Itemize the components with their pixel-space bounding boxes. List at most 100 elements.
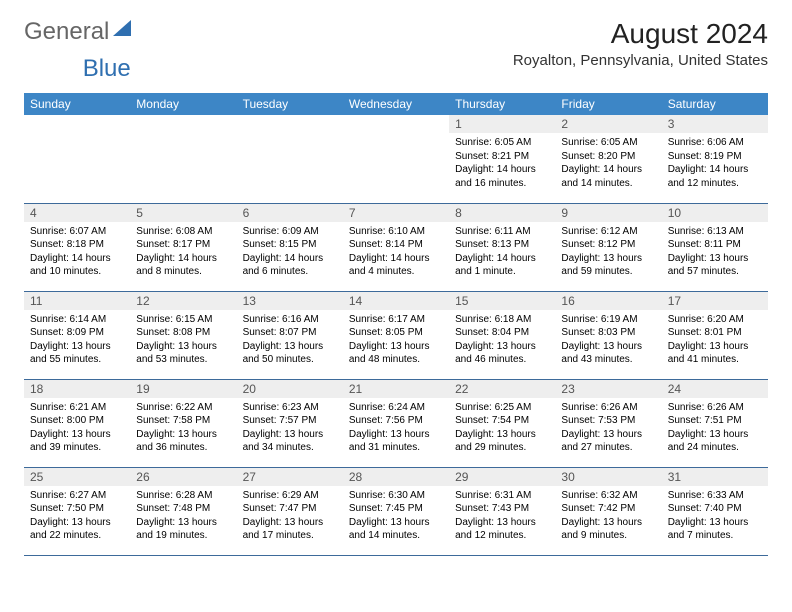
day-info: Sunrise: 6:07 AMSunset: 8:18 PMDaylight:… [24, 222, 130, 283]
day-info: Sunrise: 6:28 AMSunset: 7:48 PMDaylight:… [130, 486, 236, 547]
sunrise-line: Sunrise: 6:26 AM [561, 401, 655, 415]
sunset-line: Sunset: 8:08 PM [136, 326, 230, 340]
sunset-line: Sunset: 8:01 PM [668, 326, 762, 340]
sunrise-line: Sunrise: 6:28 AM [136, 489, 230, 503]
day-info: Sunrise: 6:32 AMSunset: 7:42 PMDaylight:… [555, 486, 661, 547]
daylight-line: Daylight: 13 hours and 46 minutes. [455, 340, 549, 367]
sunset-line: Sunset: 8:15 PM [243, 238, 337, 252]
day-cell: 6Sunrise: 6:09 AMSunset: 8:15 PMDaylight… [237, 203, 343, 291]
day-cell: 28Sunrise: 6:30 AMSunset: 7:45 PMDayligh… [343, 467, 449, 555]
day-cell: 31Sunrise: 6:33 AMSunset: 7:40 PMDayligh… [662, 467, 768, 555]
day-number: 24 [662, 380, 768, 398]
daylight-line: Daylight: 13 hours and 31 minutes. [349, 428, 443, 455]
daylight-line: Daylight: 13 hours and 22 minutes. [30, 516, 124, 543]
daylight-line: Daylight: 14 hours and 16 minutes. [455, 163, 549, 190]
day-cell: 15Sunrise: 6:18 AMSunset: 8:04 PMDayligh… [449, 291, 555, 379]
sunrise-line: Sunrise: 6:26 AM [668, 401, 762, 415]
sunset-line: Sunset: 7:40 PM [668, 502, 762, 516]
daylight-line: Daylight: 13 hours and 17 minutes. [243, 516, 337, 543]
daylight-line: Daylight: 13 hours and 14 minutes. [349, 516, 443, 543]
day-info: Sunrise: 6:24 AMSunset: 7:56 PMDaylight:… [343, 398, 449, 459]
title-block: August 2024 Royalton, Pennsylvania, Unit… [513, 18, 768, 69]
daylight-line: Daylight: 13 hours and 9 minutes. [561, 516, 655, 543]
day-info: Sunrise: 6:14 AMSunset: 8:09 PMDaylight:… [24, 310, 130, 371]
sunset-line: Sunset: 8:00 PM [30, 414, 124, 428]
day-cell: 14Sunrise: 6:17 AMSunset: 8:05 PMDayligh… [343, 291, 449, 379]
day-info: Sunrise: 6:05 AMSunset: 8:21 PMDaylight:… [449, 133, 555, 194]
column-header: Thursday [449, 93, 555, 115]
column-header: Saturday [662, 93, 768, 115]
sunset-line: Sunset: 8:17 PM [136, 238, 230, 252]
day-info: Sunrise: 6:30 AMSunset: 7:45 PMDaylight:… [343, 486, 449, 547]
sunset-line: Sunset: 7:56 PM [349, 414, 443, 428]
daylight-line: Daylight: 14 hours and 12 minutes. [668, 163, 762, 190]
day-info: Sunrise: 6:06 AMSunset: 8:19 PMDaylight:… [662, 133, 768, 194]
day-number: 23 [555, 380, 661, 398]
day-cell: 24Sunrise: 6:26 AMSunset: 7:51 PMDayligh… [662, 379, 768, 467]
column-header: Wednesday [343, 93, 449, 115]
day-cell: 17Sunrise: 6:20 AMSunset: 8:01 PMDayligh… [662, 291, 768, 379]
sunrise-line: Sunrise: 6:21 AM [30, 401, 124, 415]
day-number: 27 [237, 468, 343, 486]
day-number: 14 [343, 292, 449, 310]
column-header: Tuesday [237, 93, 343, 115]
day-info: Sunrise: 6:31 AMSunset: 7:43 PMDaylight:… [449, 486, 555, 547]
sunset-line: Sunset: 8:04 PM [455, 326, 549, 340]
calendar-row: 1Sunrise: 6:05 AMSunset: 8:21 PMDaylight… [24, 115, 768, 203]
day-cell: 29Sunrise: 6:31 AMSunset: 7:43 PMDayligh… [449, 467, 555, 555]
calendar-row: 11Sunrise: 6:14 AMSunset: 8:09 PMDayligh… [24, 291, 768, 379]
day-number: 31 [662, 468, 768, 486]
day-number: 4 [24, 204, 130, 222]
day-cell: 13Sunrise: 6:16 AMSunset: 8:07 PMDayligh… [237, 291, 343, 379]
sunrise-line: Sunrise: 6:22 AM [136, 401, 230, 415]
sunrise-line: Sunrise: 6:09 AM [243, 225, 337, 239]
sunset-line: Sunset: 8:12 PM [561, 238, 655, 252]
sunset-line: Sunset: 7:57 PM [243, 414, 337, 428]
day-number: 17 [662, 292, 768, 310]
sunrise-line: Sunrise: 6:32 AM [561, 489, 655, 503]
day-info: Sunrise: 6:18 AMSunset: 8:04 PMDaylight:… [449, 310, 555, 371]
day-info: Sunrise: 6:21 AMSunset: 8:00 PMDaylight:… [24, 398, 130, 459]
sunrise-line: Sunrise: 6:07 AM [30, 225, 124, 239]
day-cell: 5Sunrise: 6:08 AMSunset: 8:17 PMDaylight… [130, 203, 236, 291]
day-cell: 19Sunrise: 6:22 AMSunset: 7:58 PMDayligh… [130, 379, 236, 467]
sunrise-line: Sunrise: 6:20 AM [668, 313, 762, 327]
day-number: 7 [343, 204, 449, 222]
column-header: Monday [130, 93, 236, 115]
day-info: Sunrise: 6:19 AMSunset: 8:03 PMDaylight:… [555, 310, 661, 371]
day-info: Sunrise: 6:27 AMSunset: 7:50 PMDaylight:… [24, 486, 130, 547]
day-info: Sunrise: 6:26 AMSunset: 7:51 PMDaylight:… [662, 398, 768, 459]
sunrise-line: Sunrise: 6:18 AM [455, 313, 549, 327]
empty-cell [343, 115, 449, 203]
day-info: Sunrise: 6:22 AMSunset: 7:58 PMDaylight:… [130, 398, 236, 459]
sunrise-line: Sunrise: 6:15 AM [136, 313, 230, 327]
day-number: 21 [343, 380, 449, 398]
day-number: 30 [555, 468, 661, 486]
day-cell: 18Sunrise: 6:21 AMSunset: 8:00 PMDayligh… [24, 379, 130, 467]
sunset-line: Sunset: 8:13 PM [455, 238, 549, 252]
empty-cell [237, 115, 343, 203]
daylight-line: Daylight: 14 hours and 8 minutes. [136, 252, 230, 279]
daylight-line: Daylight: 14 hours and 1 minute. [455, 252, 549, 279]
location: Royalton, Pennsylvania, United States [513, 52, 768, 69]
sunrise-line: Sunrise: 6:30 AM [349, 489, 443, 503]
day-number: 29 [449, 468, 555, 486]
day-cell: 3Sunrise: 6:06 AMSunset: 8:19 PMDaylight… [662, 115, 768, 203]
day-info: Sunrise: 6:15 AMSunset: 8:08 PMDaylight:… [130, 310, 236, 371]
day-cell: 22Sunrise: 6:25 AMSunset: 7:54 PMDayligh… [449, 379, 555, 467]
day-number: 19 [130, 380, 236, 398]
day-info: Sunrise: 6:05 AMSunset: 8:20 PMDaylight:… [555, 133, 661, 194]
sunrise-line: Sunrise: 6:13 AM [668, 225, 762, 239]
daylight-line: Daylight: 13 hours and 39 minutes. [30, 428, 124, 455]
day-cell: 8Sunrise: 6:11 AMSunset: 8:13 PMDaylight… [449, 203, 555, 291]
day-info: Sunrise: 6:12 AMSunset: 8:12 PMDaylight:… [555, 222, 661, 283]
day-number: 11 [24, 292, 130, 310]
empty-cell [130, 115, 236, 203]
daylight-line: Daylight: 14 hours and 10 minutes. [30, 252, 124, 279]
daylight-line: Daylight: 13 hours and 24 minutes. [668, 428, 762, 455]
day-info: Sunrise: 6:11 AMSunset: 8:13 PMDaylight:… [449, 222, 555, 283]
daylight-line: Daylight: 13 hours and 7 minutes. [668, 516, 762, 543]
day-cell: 25Sunrise: 6:27 AMSunset: 7:50 PMDayligh… [24, 467, 130, 555]
daylight-line: Daylight: 14 hours and 4 minutes. [349, 252, 443, 279]
day-number: 3 [662, 115, 768, 133]
